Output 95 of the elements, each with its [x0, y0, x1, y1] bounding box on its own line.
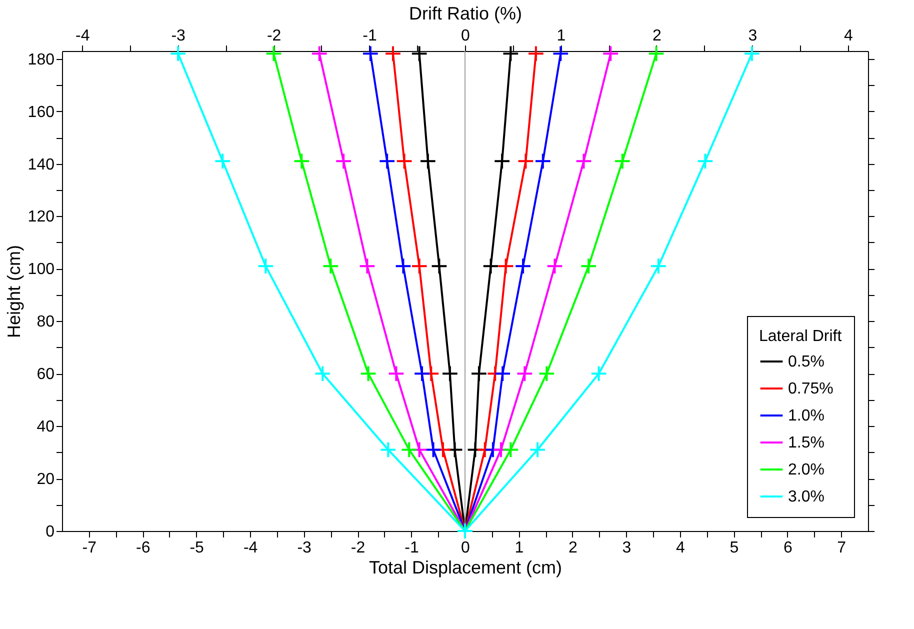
x-tick-label: 4: [676, 540, 685, 556]
legend-label: 2.0%: [788, 462, 824, 478]
y-axis-title: Height (cm): [4, 244, 24, 338]
point: [265, 45, 282, 62]
point: [410, 45, 428, 62]
point: [410, 258, 428, 274]
x2-tick-label: -4: [75, 28, 90, 44]
x2-tick-label: -2: [266, 28, 282, 44]
point: [424, 441, 442, 458]
point: [494, 152, 510, 170]
point: [546, 258, 564, 274]
point: [442, 365, 458, 382]
point: [420, 152, 436, 170]
point: [552, 45, 570, 62]
point: [430, 258, 448, 274]
point: [170, 45, 186, 62]
point: [534, 152, 552, 170]
y-tick-label: 80: [36, 314, 55, 331]
legend-label: 0.75%: [788, 380, 834, 398]
point: [514, 258, 532, 274]
x-tick-label: 1: [514, 540, 524, 556]
point: [744, 45, 760, 62]
point: [602, 45, 620, 62]
point: [614, 152, 631, 170]
x-tick-label: 2: [568, 540, 578, 556]
x2-tick-label: 2: [652, 28, 662, 44]
x-tick-label: -6: [136, 540, 150, 556]
x2-axis-title: Drift Ratio (%): [408, 4, 522, 24]
point: [580, 258, 598, 274]
point: [394, 258, 412, 274]
x-tick-label: 0: [461, 540, 470, 556]
y-tick-label: 160: [28, 104, 55, 121]
legend-label: 0.5%: [788, 354, 824, 370]
x-tick-label: -7: [82, 540, 97, 556]
point: [648, 45, 665, 62]
y-tick-label: 120: [28, 208, 55, 226]
point: [380, 441, 397, 458]
point: [517, 152, 534, 170]
point: [396, 152, 413, 170]
point: [528, 45, 544, 62]
point: [414, 365, 430, 382]
x-tick-label: 6: [783, 540, 792, 556]
point: [314, 365, 332, 382]
point: [360, 365, 377, 382]
point: [257, 258, 274, 274]
point: [293, 152, 310, 170]
y-tick-label: 60: [36, 366, 55, 384]
point: [362, 45, 379, 62]
point: [214, 152, 232, 170]
point: [516, 365, 534, 382]
x2-tick-label: 1: [556, 28, 566, 44]
point: [502, 441, 520, 458]
y-tick-label: 0: [46, 524, 55, 540]
point: [497, 258, 514, 274]
point: [335, 152, 352, 170]
point: [378, 152, 396, 170]
point: [310, 45, 328, 62]
point: [470, 365, 488, 382]
y-tick-label: 100: [28, 261, 55, 278]
x2-tick-label: 3: [748, 28, 758, 44]
legend-label: 1.5%: [788, 434, 824, 452]
point: [388, 365, 405, 382]
y-tick-label: 140: [28, 156, 55, 174]
legend-label: 1.0%: [788, 408, 824, 424]
x-tick-label: -1: [404, 540, 419, 556]
point: [400, 441, 418, 458]
legend-title: Lateral Drift: [759, 328, 842, 345]
x-tick-label: -4: [243, 540, 258, 556]
point: [358, 258, 376, 274]
point: [494, 365, 512, 382]
point: [575, 152, 592, 170]
point: [502, 45, 520, 62]
x2-tick-label: -3: [171, 28, 186, 44]
point: [538, 365, 556, 382]
x-tick-label: 5: [730, 540, 739, 556]
x-tick-label: -2: [350, 540, 366, 556]
legend-label: 3.0%: [788, 488, 824, 506]
y-tick-label: 20: [36, 471, 55, 488]
x-tick-label: -3: [297, 540, 312, 556]
y-tick-label: 40: [36, 418, 55, 436]
point: [650, 258, 667, 274]
x-tick-label: 7: [837, 540, 846, 556]
point: [322, 258, 340, 274]
point: [482, 258, 500, 274]
point: [529, 441, 546, 458]
x2-tick-label: 4: [844, 28, 853, 44]
point: [384, 45, 402, 62]
x-axis-title: Total Displacement (cm): [368, 558, 562, 578]
point: [696, 152, 714, 170]
x-tick-label: -5: [190, 540, 204, 556]
point: [590, 365, 608, 382]
y-tick-label: 180: [28, 51, 55, 68]
x-tick-label: 3: [622, 540, 632, 556]
x2-tick-label: 0: [461, 28, 470, 44]
x2-tick-label: -1: [362, 28, 377, 44]
